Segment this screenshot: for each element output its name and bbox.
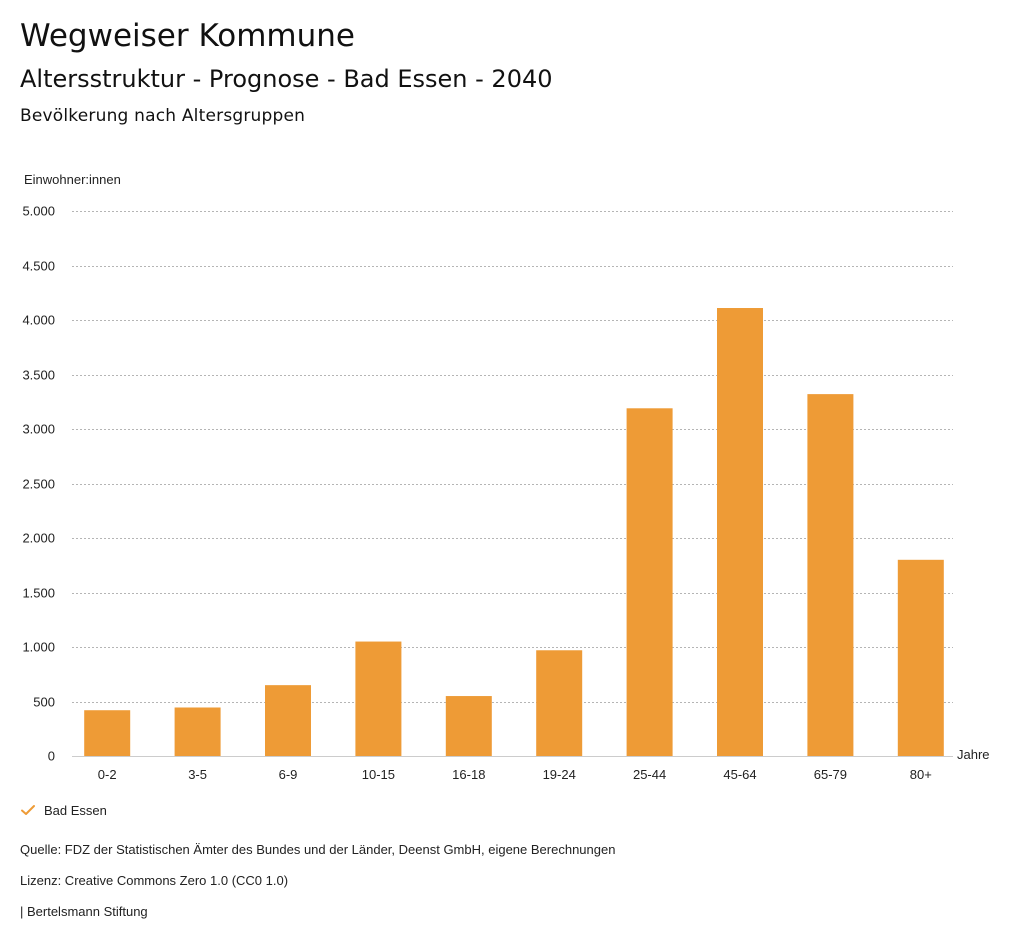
y-tick-label: 3.000 — [22, 422, 55, 437]
bars — [84, 308, 944, 756]
y-tick-label: 4.500 — [22, 259, 55, 274]
x-axis-label: Jahre — [957, 747, 990, 762]
y-tick-label: 3.500 — [22, 368, 55, 383]
y-tick-label: 2.500 — [22, 477, 55, 492]
y-tick-label: 500 — [33, 695, 55, 710]
x-tick-label: 16-18 — [452, 767, 485, 782]
bar-80+[interactable] — [897, 559, 944, 756]
publisher-note: | Bertelsmann Stiftung — [20, 904, 148, 919]
chart-section-title: Bevölkerung nach Altersgruppen — [20, 106, 306, 126]
y-tick-label: 4.000 — [22, 313, 55, 328]
source-note: Quelle: FDZ der Statistischen Ämter des … — [20, 842, 616, 857]
bar-0-2[interactable] — [84, 710, 131, 756]
y-tick-label: 5.000 — [22, 204, 55, 219]
bar-chart: Einwohner:innen 0 500 1.000 1.500 2.000 2.500… — [22, 172, 990, 782]
y-axis-label: Einwohner:innen — [24, 172, 121, 187]
bar-10-15[interactable] — [355, 641, 402, 756]
x-tick-label: 10-15 — [362, 767, 395, 782]
x-tick-label: 3-5 — [188, 767, 207, 782]
y-tick-label: 1.000 — [22, 640, 55, 655]
y-tick-label: 0 — [48, 749, 55, 764]
legend-item-bad-essen[interactable]: Bad Essen — [20, 802, 107, 818]
x-tick-label: 25-44 — [633, 767, 666, 782]
grid-lines — [72, 211, 953, 703]
check-icon — [21, 805, 35, 815]
bar-65-79[interactable] — [807, 394, 854, 756]
x-tick-label: 0-2 — [98, 767, 117, 782]
license-note: Lizenz: Creative Commons Zero 1.0 (CC0 1… — [20, 873, 289, 888]
page-title: Wegweiser Kommune — [20, 18, 355, 54]
y-tick-label: 1.500 — [22, 586, 55, 601]
x-tick-label: 80+ — [910, 767, 932, 782]
y-tick-label: 2.000 — [22, 531, 55, 546]
x-tick-label: 45-64 — [723, 767, 756, 782]
x-tick-label: 65-79 — [814, 767, 847, 782]
bar-6-9[interactable] — [265, 685, 311, 756]
bar-19-24[interactable] — [536, 650, 583, 756]
bar-3-5[interactable] — [174, 707, 221, 756]
y-tick-labels: 0 500 1.000 1.500 2.000 2.500 3.000 3.500 4.000 4… — [22, 204, 55, 764]
x-tick-label: 6-9 — [279, 767, 298, 782]
bar-45-64[interactable] — [717, 308, 763, 756]
chart-subtitle: Altersstruktur - Prognose - Bad Essen - … — [20, 65, 553, 93]
x-tick-labels: 0-2 3-5 6-9 10-15 16-18 19-24 25-44 45-64 65-79 8… — [98, 767, 932, 782]
x-tick-label: 19-24 — [543, 767, 576, 782]
bar-25-44[interactable] — [626, 408, 673, 756]
legend-label: Bad Essen — [44, 802, 107, 818]
bar-16-18[interactable] — [445, 696, 492, 756]
